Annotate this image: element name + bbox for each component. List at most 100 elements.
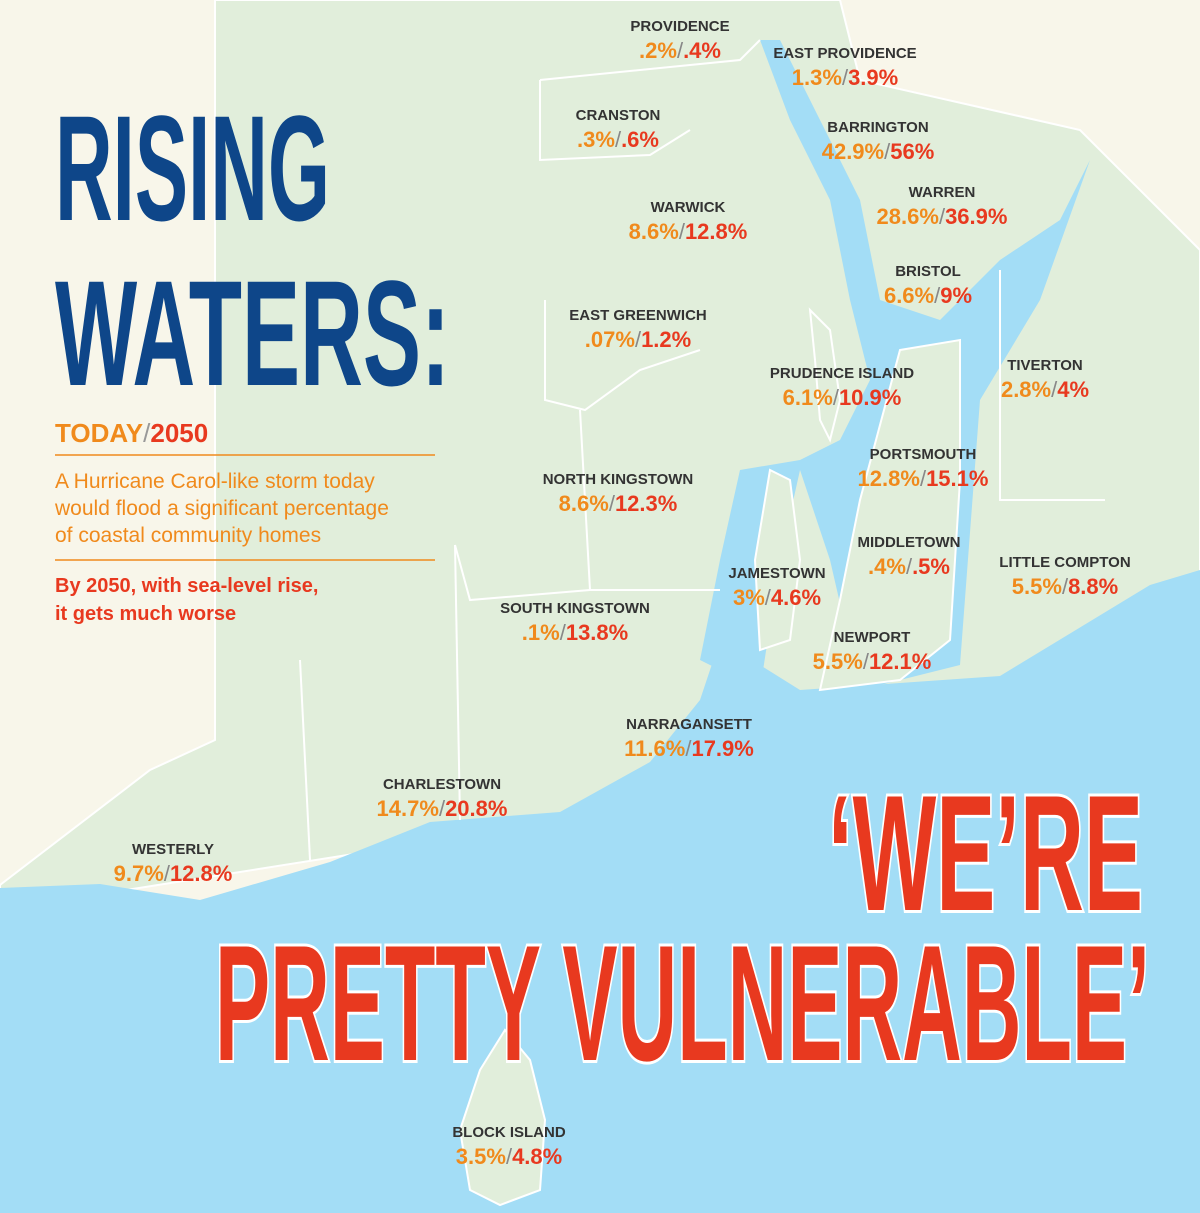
town-name: LITTLE COMPTON — [999, 554, 1130, 571]
separator: / — [863, 649, 870, 674]
quote: PRETTY VULNERABLE’ — [215, 911, 1150, 1095]
today-value: 28.6% — [877, 204, 939, 229]
description: would flood a significant percentage — [54, 497, 389, 520]
future-value: 13.8% — [566, 620, 628, 645]
title: WATERS: — [55, 249, 450, 417]
town-name: WARREN — [909, 184, 976, 201]
separator: / — [506, 1144, 513, 1169]
future-value: 3.9% — [848, 65, 898, 90]
future-value: 12.8% — [170, 861, 232, 886]
legend-future: 2050 — [150, 418, 208, 448]
ocean — [0, 570, 1200, 1213]
future-value: 4% — [1057, 377, 1089, 402]
today-value: .3% — [577, 127, 615, 152]
town-values: 12.8%/15.1% — [858, 466, 989, 491]
separator: / — [1051, 377, 1058, 402]
land — [0, 0, 1200, 912]
legend-separator: / — [143, 418, 151, 448]
town-values: 1.3%/3.9% — [792, 65, 898, 90]
town-name: PRUDENCE ISLAND — [770, 365, 914, 382]
town-name: WESTERLY — [132, 841, 214, 858]
town-values: 5.5%/12.1% — [813, 649, 932, 674]
today-value: 9.7% — [114, 861, 164, 886]
separator: / — [164, 861, 171, 886]
separator: / — [1062, 574, 1069, 599]
title: RISING — [55, 84, 330, 252]
town-name: NORTH KINGSTOWN — [543, 471, 694, 488]
town-values: 28.6%/36.9% — [877, 204, 1008, 229]
separator: / — [609, 491, 616, 516]
description: of coastal community homes — [55, 524, 321, 547]
separator: / — [884, 139, 891, 164]
today-value: 8.6% — [629, 219, 679, 244]
note: it gets much worse — [55, 603, 236, 625]
town-name: MIDDLETOWN — [857, 534, 960, 551]
town-values: 9.7%/12.8% — [114, 861, 233, 886]
future-value: 8.8% — [1068, 574, 1118, 599]
today-value: .2% — [639, 38, 677, 63]
town-name: PORTSMOUTH — [870, 446, 977, 463]
town-values: 8.6%/12.3% — [559, 491, 678, 516]
future-value: 15.1% — [926, 466, 988, 491]
future-value: 36.9% — [945, 204, 1007, 229]
today-value: 8.6% — [559, 491, 609, 516]
today-value: 6.1% — [783, 385, 833, 410]
future-value: 9% — [940, 283, 972, 308]
today-value: 2.8% — [1001, 377, 1051, 402]
future-value: .6% — [621, 127, 659, 152]
today-value: 3% — [733, 585, 765, 610]
town-name: NARRAGANSETT — [626, 716, 752, 733]
town-values: 11.6%/17.9% — [624, 736, 754, 761]
separator: / — [560, 620, 567, 645]
separator: / — [939, 204, 946, 229]
future-value: 12.1% — [869, 649, 931, 674]
town-values: .1%/13.8% — [522, 620, 628, 645]
prudence-island — [808, 307, 842, 443]
separator: / — [677, 38, 684, 63]
separator: / — [906, 554, 913, 579]
town-name: SOUTH KINGSTOWN — [500, 600, 650, 617]
town-values: .3%/.6% — [577, 127, 659, 152]
town-name: CHARLESTOWN — [383, 776, 501, 793]
future-value: 56% — [890, 139, 934, 164]
town-name: CRANSTON — [576, 107, 661, 124]
today-value: .07% — [585, 327, 635, 352]
legend: TODAY/2050 — [55, 418, 208, 448]
town-name: EAST GREENWICH — [569, 307, 707, 324]
future-value: 4.8% — [512, 1144, 562, 1169]
town-values: .2%/.4% — [639, 38, 721, 63]
today-value: 42.9% — [822, 139, 884, 164]
today-value: .4% — [868, 554, 906, 579]
town-name: WARWICK — [651, 199, 726, 216]
today-value: 5.5% — [1012, 574, 1062, 599]
separator: / — [685, 736, 692, 761]
town-name: PROVIDENCE — [630, 18, 729, 35]
today-value: 11.6% — [624, 736, 685, 761]
today-value: 6.6% — [884, 283, 934, 308]
future-value: 1.2% — [641, 327, 691, 352]
separator: / — [934, 283, 941, 308]
aquidneck-island — [818, 338, 961, 692]
town-values: .4%/.5% — [868, 554, 950, 579]
town-values: 14.7%/20.8% — [377, 796, 508, 821]
separator: / — [833, 385, 840, 410]
town-values: .07%/1.2% — [585, 327, 691, 352]
separator: / — [765, 585, 772, 610]
today-value: 3.5% — [456, 1144, 506, 1169]
town-values: 3%/4.6% — [733, 585, 821, 610]
today-value: .1% — [522, 620, 560, 645]
today-value: 1.3% — [792, 65, 842, 90]
future-value: 12.3% — [615, 491, 677, 516]
note: By 2050, with sea-level rise, — [55, 575, 319, 597]
future-value: 20.8% — [445, 796, 507, 821]
town-values: 6.6%/9% — [884, 283, 972, 308]
separator: / — [615, 127, 622, 152]
today-value: 5.5% — [813, 649, 863, 674]
future-value: 10.9% — [839, 385, 901, 410]
legend-today: TODAY — [55, 418, 143, 448]
separator: / — [842, 65, 849, 90]
description: A Hurricane Carol-like storm today — [55, 470, 375, 493]
town-name: JAMESTOWN — [728, 565, 825, 582]
town-values: 5.5%/8.8% — [1012, 574, 1118, 599]
